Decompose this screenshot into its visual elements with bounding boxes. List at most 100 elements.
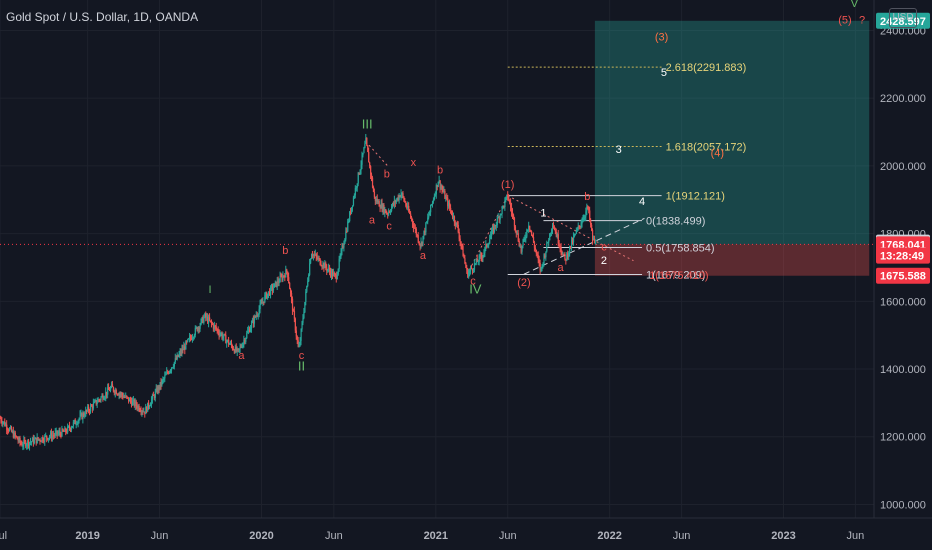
candle-body [98,399,100,401]
y-tick-label: 2000.000 [880,161,926,173]
x-tick-label: Jun [847,530,865,542]
candle-body [250,328,252,332]
candle-body [560,247,562,252]
candle-body [376,198,378,203]
candle-body [473,263,476,270]
candle-body [390,211,392,213]
candle-body [464,258,466,263]
candle-body [99,399,101,401]
candle-body [92,403,95,409]
fib-label: 0(1838.499) [646,216,705,228]
candle-body [316,256,318,259]
candle-body [481,256,483,258]
fib-label: 2.618(2291.883) [666,62,747,74]
candle-body [589,210,591,220]
candle-body [46,435,48,439]
currency-button[interactable]: USD [889,8,917,28]
wave-label: x [411,157,417,169]
candle-body [41,437,43,442]
candle-body [483,252,485,256]
candle-body [287,271,289,278]
candle-body [418,241,420,244]
candle-body [84,415,86,417]
candle-body [472,269,475,271]
candle-body [56,430,58,435]
candle-body [163,378,165,380]
candle-body [436,185,438,187]
candle-body [263,301,265,303]
candle-body [137,405,139,409]
candle-body [534,247,537,250]
candle-body [71,426,74,428]
candle-body [210,320,212,322]
candle-body [256,315,258,317]
candle-body [77,420,79,424]
candle-body [11,431,14,433]
candle-body [290,289,292,294]
candle-body [270,286,273,288]
candle-body [284,275,286,278]
candle-body [234,346,236,353]
candle-body [194,327,196,336]
candle-body [286,269,288,272]
candle-body [111,384,114,387]
candle-body [10,427,13,432]
candle-body [552,226,555,228]
candle-body [103,398,105,400]
candle-body [511,207,513,213]
candle-body [490,235,492,240]
candle-body [82,413,84,419]
candle-body [250,322,253,329]
candle-body [536,253,538,256]
candle-body [288,277,290,283]
candle-body [159,381,161,389]
y-tick-label: 1000.000 [880,499,926,511]
chart-title: Gold Spot / U.S. Dollar, 1D, OANDA [6,10,199,24]
wave-label: a [369,214,376,226]
candle-body [207,316,209,323]
candle-body [225,335,227,344]
candle-body [528,225,530,230]
candle-body [119,393,121,395]
candle-body [31,438,34,442]
candle-body [39,439,41,441]
candle-body [48,437,50,440]
x-tick-label: 2022 [597,530,621,542]
candle-body [296,336,298,341]
candle-body [94,400,96,402]
candle-body [93,401,96,404]
candle-body [192,337,195,339]
candle-body [280,276,282,278]
candle-body [264,295,266,303]
candle-body [107,387,109,395]
candle-body [311,255,314,257]
x-tick-label: Jul [0,530,7,542]
candle-body [215,326,217,330]
candle-body [140,411,142,413]
candle-body [510,202,512,208]
candle-body [298,345,300,347]
fib-label: 1(1912.121) [666,191,725,203]
candle-body [392,203,395,205]
candle-body [462,246,464,257]
candle-body [69,426,71,429]
candle-body [359,170,361,175]
candle-body [23,440,25,446]
candle-body [484,247,486,253]
candle-body [570,245,572,248]
candle-body [167,371,169,373]
candle-body [388,211,390,215]
candle-body [165,374,167,376]
candle-body [51,435,54,439]
price-tag-label: 1675.588 [880,271,926,283]
candle-body [180,351,182,354]
candle-body [503,205,505,208]
wave-label: (1) [501,179,514,191]
candle-body [509,200,511,203]
candle-body [170,370,172,372]
candle-body [411,217,413,220]
candle-body [59,431,61,434]
candle-body [389,211,391,213]
